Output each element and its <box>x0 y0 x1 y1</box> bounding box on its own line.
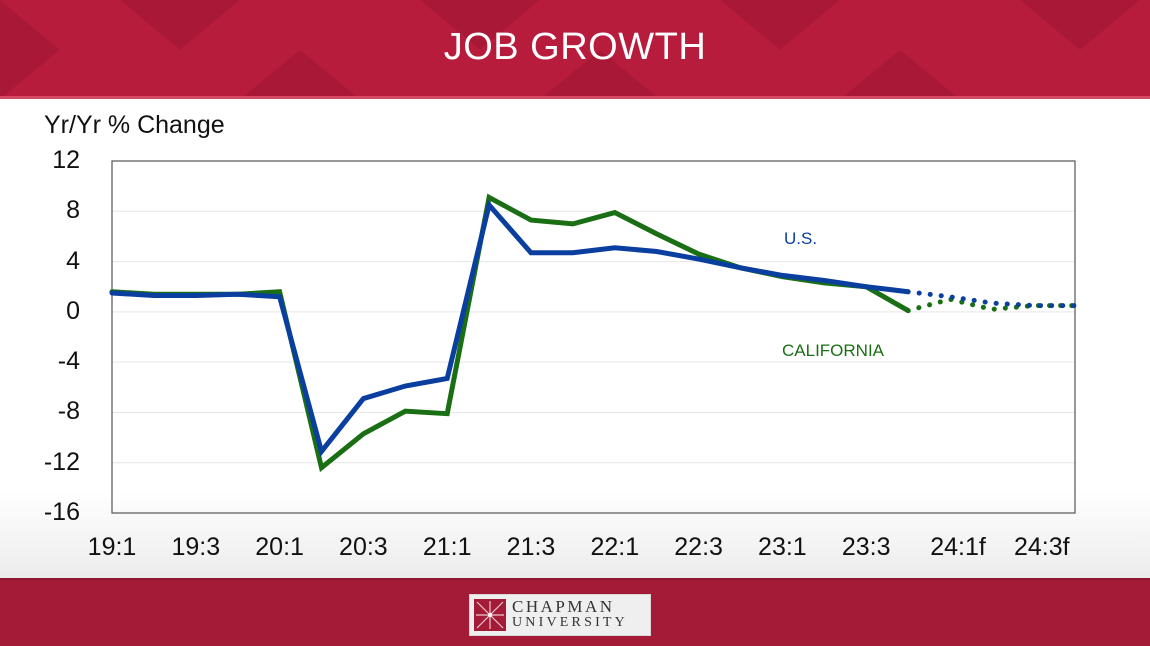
x-tick-label: 24:1f <box>930 533 986 561</box>
y-tick-label: -12 <box>43 447 80 476</box>
us-line <box>109 199 911 457</box>
chart-area <box>0 99 1150 578</box>
california-series-label: CALIFORNIA <box>782 341 885 360</box>
chapman-university-logo: CHAPMAN UNIVERSITY <box>469 594 651 636</box>
y-tick-label: 4 <box>66 246 80 275</box>
title-banner: JOB GROWTH <box>0 0 1150 99</box>
y-tick-label: 8 <box>66 196 80 225</box>
x-tick-label: 22:3 <box>674 533 723 561</box>
x-tick-label: 19:1 <box>87 533 137 561</box>
x-tick-label: 22:1 <box>590 533 640 561</box>
y-tick-label: -4 <box>57 347 80 376</box>
x-tick-label: 24:3f <box>1013 533 1070 561</box>
y-tick-label: -8 <box>57 397 80 426</box>
y-tick-label: -16 <box>43 498 80 526</box>
page-title: JOB GROWTH <box>443 26 707 68</box>
x-tick-label: 21:1 <box>422 533 472 561</box>
footer-edge <box>0 578 1150 580</box>
footer-banner: CHAPMAN UNIVERSITY <box>0 578 1150 646</box>
x-tick-label: 21:3 <box>506 533 556 561</box>
y-axis-label: Yr/Yr % Change <box>44 111 225 139</box>
logo-line-1: CHAPMAN <box>512 597 615 616</box>
logo-window-icon <box>474 599 506 631</box>
x-tick-label: 23:1 <box>758 533 807 561</box>
y-tick-label: 0 <box>66 296 80 325</box>
plot-frame <box>111 160 1076 514</box>
y-tick-label: 12 <box>52 146 80 174</box>
banner-pattern <box>0 0 1140 99</box>
us-series-label: U.S. <box>784 229 818 248</box>
logo-line-2: UNIVERSITY <box>512 615 628 630</box>
x-tick-label: 20:1 <box>255 533 304 561</box>
california-forecast-line <box>905 296 1078 314</box>
x-tick-label: 23:3 <box>841 533 891 561</box>
x-tick-label: 20:3 <box>339 533 388 561</box>
x-tick-label: 19:3 <box>171 533 221 561</box>
banner-edge <box>0 96 1150 99</box>
